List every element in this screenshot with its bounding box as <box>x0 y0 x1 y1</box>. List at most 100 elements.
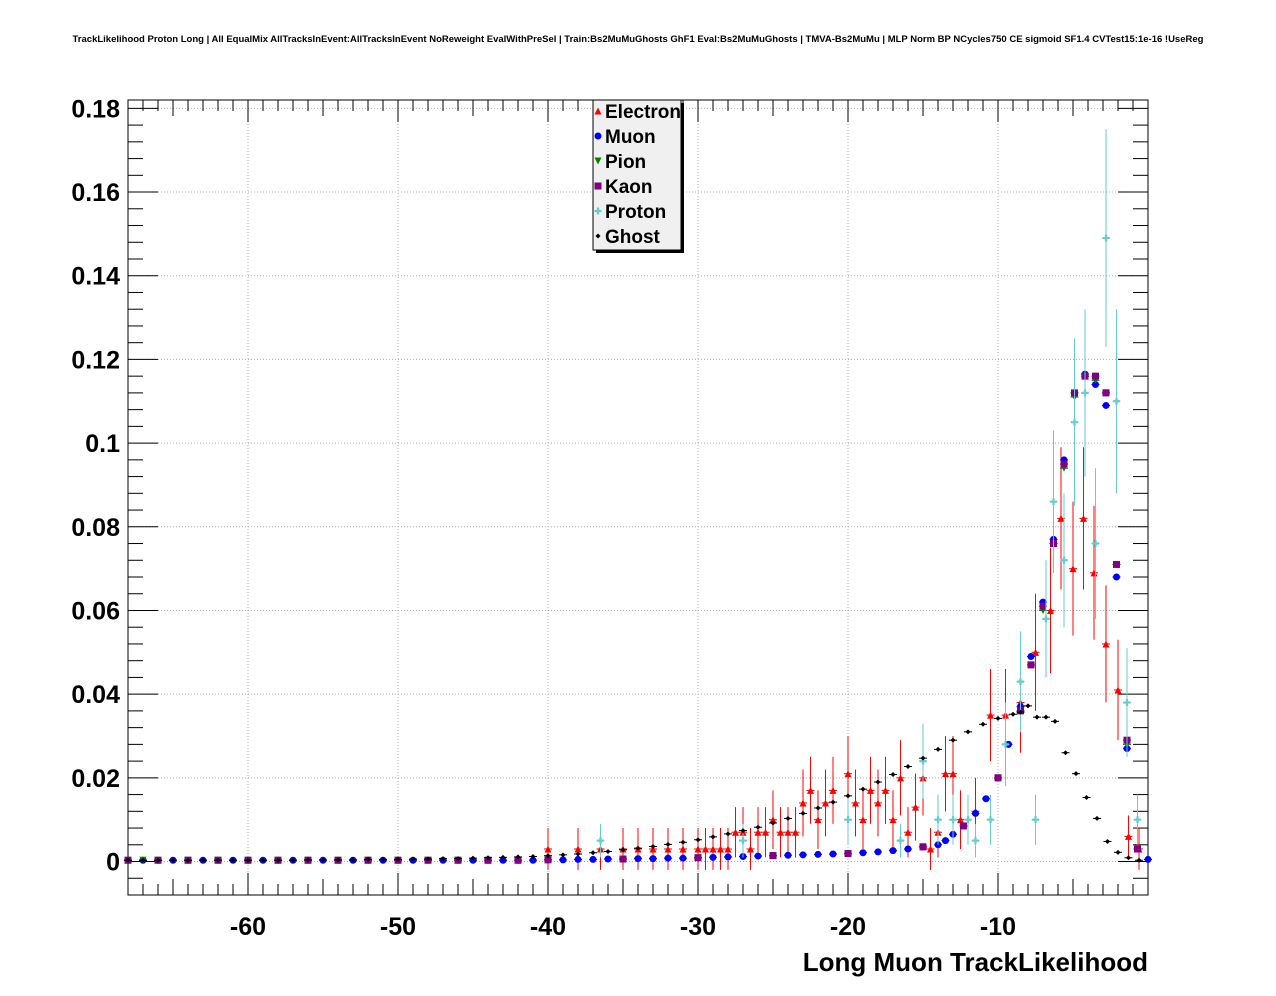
x-tick-label: -50 <box>380 913 416 941</box>
y-tick-label: 0.18 <box>71 95 120 123</box>
x-axis-title: Long Muon TrackLikelihood <box>803 947 1148 977</box>
legend-marker <box>594 132 602 140</box>
data-point <box>1025 703 1031 709</box>
data-point <box>950 737 956 743</box>
data-point <box>897 774 904 782</box>
data-point <box>882 786 889 794</box>
data-point <box>702 845 709 853</box>
data-point <box>844 816 852 824</box>
data-point <box>904 828 912 836</box>
data-point <box>1017 678 1024 686</box>
data-point <box>814 850 822 858</box>
legend: Electron Muon Pion Kaon Proton Ghost <box>592 99 684 253</box>
x-tick-label: -30 <box>680 913 716 941</box>
data-point <box>1034 714 1040 720</box>
data-point <box>260 857 266 863</box>
data-point <box>830 799 836 805</box>
data-point <box>889 847 897 855</box>
data-point <box>960 822 967 830</box>
data-point <box>755 824 761 830</box>
data-point <box>1113 573 1120 581</box>
data-point <box>515 854 521 860</box>
data-point <box>935 746 941 752</box>
data-point <box>724 845 732 853</box>
data-point <box>694 854 702 862</box>
y-tick-label: 0.12 <box>71 346 120 374</box>
data-point <box>544 856 552 864</box>
data-point <box>747 845 754 853</box>
data-point <box>574 855 582 863</box>
data-point <box>844 850 852 858</box>
data-point <box>679 845 687 853</box>
series-ghost <box>124 703 1143 863</box>
data-point <box>1102 401 1110 409</box>
data-point <box>350 857 356 863</box>
y-tick-label: 0.08 <box>71 514 120 542</box>
data-point <box>574 845 582 853</box>
data-point <box>650 843 656 849</box>
data-point <box>799 799 807 807</box>
data-point <box>560 852 566 858</box>
series-muon <box>124 370 1152 864</box>
data-point <box>597 837 604 845</box>
data-point <box>965 729 971 735</box>
data-point <box>1060 460 1068 468</box>
y-tick-label: 0 <box>106 849 120 877</box>
data-point <box>665 841 671 847</box>
x-tick-label: -20 <box>830 913 866 941</box>
data-point <box>1018 709 1023 715</box>
data-point <box>889 816 897 824</box>
data-point <box>982 795 990 803</box>
data-point <box>529 856 537 864</box>
data-point <box>664 845 672 853</box>
data-point <box>740 828 746 834</box>
data-point <box>1144 855 1152 863</box>
data-point <box>859 849 867 857</box>
data-point <box>200 857 206 863</box>
data-point <box>1084 795 1089 801</box>
data-point <box>559 856 567 864</box>
data-point <box>710 834 716 840</box>
data-point <box>964 816 972 824</box>
data-point <box>320 857 326 863</box>
data-point <box>1113 560 1120 568</box>
data-point <box>635 845 641 851</box>
data-point <box>845 793 851 799</box>
data-point <box>514 856 522 864</box>
data-point <box>859 816 867 824</box>
data-point <box>724 853 732 861</box>
data-point <box>275 857 281 863</box>
data-point <box>1123 699 1131 707</box>
data-point <box>1105 838 1110 844</box>
legend-label: Muon <box>605 127 656 148</box>
data-point <box>762 828 769 836</box>
data-point <box>544 845 552 853</box>
data-point <box>987 816 994 824</box>
data-point <box>425 856 431 862</box>
data-point <box>1092 540 1099 548</box>
data-point <box>679 854 687 862</box>
data-point <box>1102 640 1110 648</box>
data-point <box>942 837 949 845</box>
data-point <box>455 856 461 862</box>
y-tick-label: 0.04 <box>71 681 120 709</box>
y-tick-label: 0.14 <box>71 263 120 291</box>
data-point <box>867 786 874 794</box>
data-point <box>1134 845 1141 853</box>
data-point <box>1052 718 1058 724</box>
data-point <box>575 851 581 857</box>
legend-label: Kaon <box>605 177 653 198</box>
data-point <box>800 810 806 816</box>
data-point <box>1032 648 1039 656</box>
data-point <box>1125 832 1132 840</box>
data-point <box>215 857 221 863</box>
data-point <box>807 786 814 794</box>
data-point <box>920 755 926 761</box>
x-tick-label: -10 <box>980 913 1016 941</box>
data-point <box>484 856 492 864</box>
data-point <box>1092 372 1099 380</box>
data-point <box>634 855 642 863</box>
x-tick-label: -60 <box>230 913 266 941</box>
data-point <box>874 848 882 856</box>
data-point <box>410 856 416 862</box>
